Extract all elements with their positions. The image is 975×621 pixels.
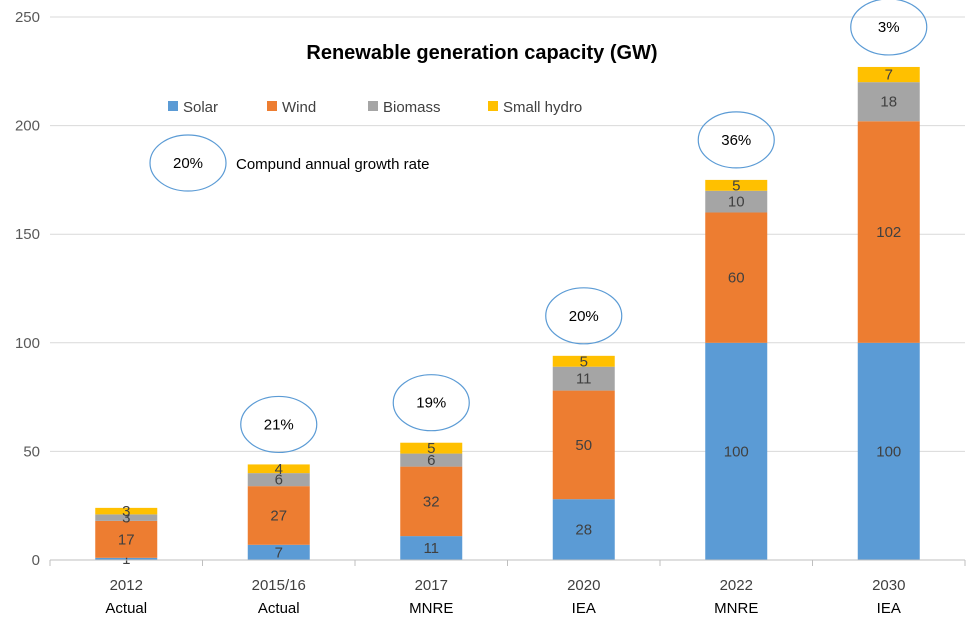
- data-label: 100: [724, 443, 749, 460]
- growth-rate-label: 20%: [569, 308, 599, 325]
- x-tick-sublabel: IEA: [877, 600, 901, 617]
- growth-rate-ellipse: [392, 374, 470, 432]
- bar-biomass: [857, 82, 920, 122]
- bar-small-hydro: [95, 507, 158, 515]
- bar-wind: [400, 466, 463, 537]
- x-tick-label: 2017: [415, 577, 448, 594]
- x-tick-label: 2022: [720, 577, 753, 594]
- data-label: 28: [575, 522, 592, 539]
- bar-solar: [400, 536, 463, 560]
- x-tick-label: 2015/16: [252, 577, 306, 594]
- data-label: 5: [427, 440, 435, 457]
- legend-swatch: [168, 101, 178, 111]
- data-label: 102: [876, 224, 901, 241]
- bar-solar: [705, 342, 768, 560]
- data-label: 17: [118, 531, 135, 548]
- cagr-note-value: 20%: [173, 155, 203, 172]
- x-tick-label: 2030: [872, 577, 905, 594]
- bar-biomass: [95, 514, 158, 521]
- bar-wind: [552, 390, 615, 500]
- y-tick-label: 100: [15, 335, 40, 352]
- bar-biomass: [400, 453, 463, 467]
- x-axis: 2012 Actual 2015/16 Actual 2017 MNRE 2020 IEA 20…: [49, 559, 966, 617]
- legend-swatch: [488, 101, 498, 111]
- legend-label: Wind: [282, 99, 316, 116]
- x-tick-label: 2020: [567, 577, 600, 594]
- growth-rate-ellipse: [545, 287, 623, 345]
- y-tick-label: 0: [32, 552, 40, 569]
- data-label: 27: [270, 507, 287, 524]
- bar-wind: [857, 121, 920, 343]
- data-label: 5: [580, 353, 588, 370]
- data-label: 11: [423, 540, 439, 557]
- data-label: 18: [880, 94, 897, 111]
- data-label: 7: [275, 544, 283, 561]
- bar-biomass: [247, 473, 310, 487]
- data-label: 11: [576, 371, 592, 388]
- legend: Solar Wind Biomass Small hydro: [168, 99, 582, 116]
- x-tick-sublabel: MNRE: [409, 600, 453, 617]
- data-label: 1: [122, 551, 130, 568]
- growth-rate-label: 3%: [878, 19, 900, 36]
- y-tick-label: 200: [15, 118, 40, 135]
- bar-solar: [552, 499, 615, 560]
- data-label: 7: [885, 67, 893, 84]
- y-tick-label: 50: [23, 443, 40, 460]
- growth-rate-ellipse: [850, 0, 928, 56]
- bar-small-hydro: [247, 464, 310, 474]
- cagr-note-text: Compund annual growth rate: [236, 156, 429, 173]
- y-tick-label: 150: [15, 226, 40, 243]
- data-label: 3: [122, 503, 130, 520]
- bar-small-hydro: [705, 179, 768, 191]
- growth-rate-label: 21%: [264, 416, 294, 433]
- bar-wind: [247, 486, 310, 545]
- growth-rate-label: 36%: [721, 132, 751, 149]
- growth-rate-label: 19%: [416, 395, 446, 412]
- bar-solar: [95, 557, 158, 560]
- data-label: 100: [876, 443, 901, 460]
- growth-rate-ellipse: [697, 111, 775, 169]
- data-label: 4: [275, 461, 283, 478]
- y-axis: 0 50 100 150 200 250: [15, 9, 40, 569]
- data-label: 6: [427, 452, 435, 469]
- legend-label: Solar: [183, 99, 218, 116]
- x-tick-sublabel: IEA: [572, 600, 596, 617]
- data-label: 50: [575, 437, 592, 454]
- x-tick-sublabel: Actual: [258, 600, 300, 617]
- bar-solar: [247, 544, 310, 560]
- bar-small-hydro: [857, 66, 920, 83]
- data-label: 10: [728, 194, 745, 211]
- chart-title: Renewable generation capacity (GW): [306, 42, 657, 64]
- growth-rate-bubbles: 21% 19% 20% 36% 3%: [240, 0, 928, 454]
- x-tick-label: 2012: [110, 577, 143, 594]
- bar-wind: [95, 520, 158, 558]
- data-label: 60: [728, 270, 745, 287]
- data-label: 5: [732, 177, 740, 194]
- cagr-note: 20% Compund annual growth rate: [149, 134, 429, 192]
- data-label: 6: [275, 472, 283, 489]
- bar-solar: [857, 342, 920, 560]
- legend-label: Biomass: [383, 99, 441, 116]
- growth-rate-ellipse: [240, 395, 318, 454]
- x-tick-sublabel: Actual: [105, 600, 147, 617]
- y-tick-label: 250: [15, 9, 40, 26]
- data-label: 3: [122, 510, 130, 527]
- cagr-note-ellipse: [149, 134, 227, 192]
- bar-biomass: [705, 190, 768, 213]
- bar-small-hydro: [400, 442, 463, 454]
- data-label: 32: [423, 493, 440, 510]
- x-tick-sublabel: MNRE: [714, 600, 758, 617]
- legend-label: Small hydro: [503, 99, 582, 116]
- bar-small-hydro: [552, 355, 615, 367]
- bar-wind: [705, 212, 768, 343]
- bar-biomass: [552, 366, 615, 391]
- legend-swatch: [368, 101, 378, 111]
- legend-swatch: [267, 101, 277, 111]
